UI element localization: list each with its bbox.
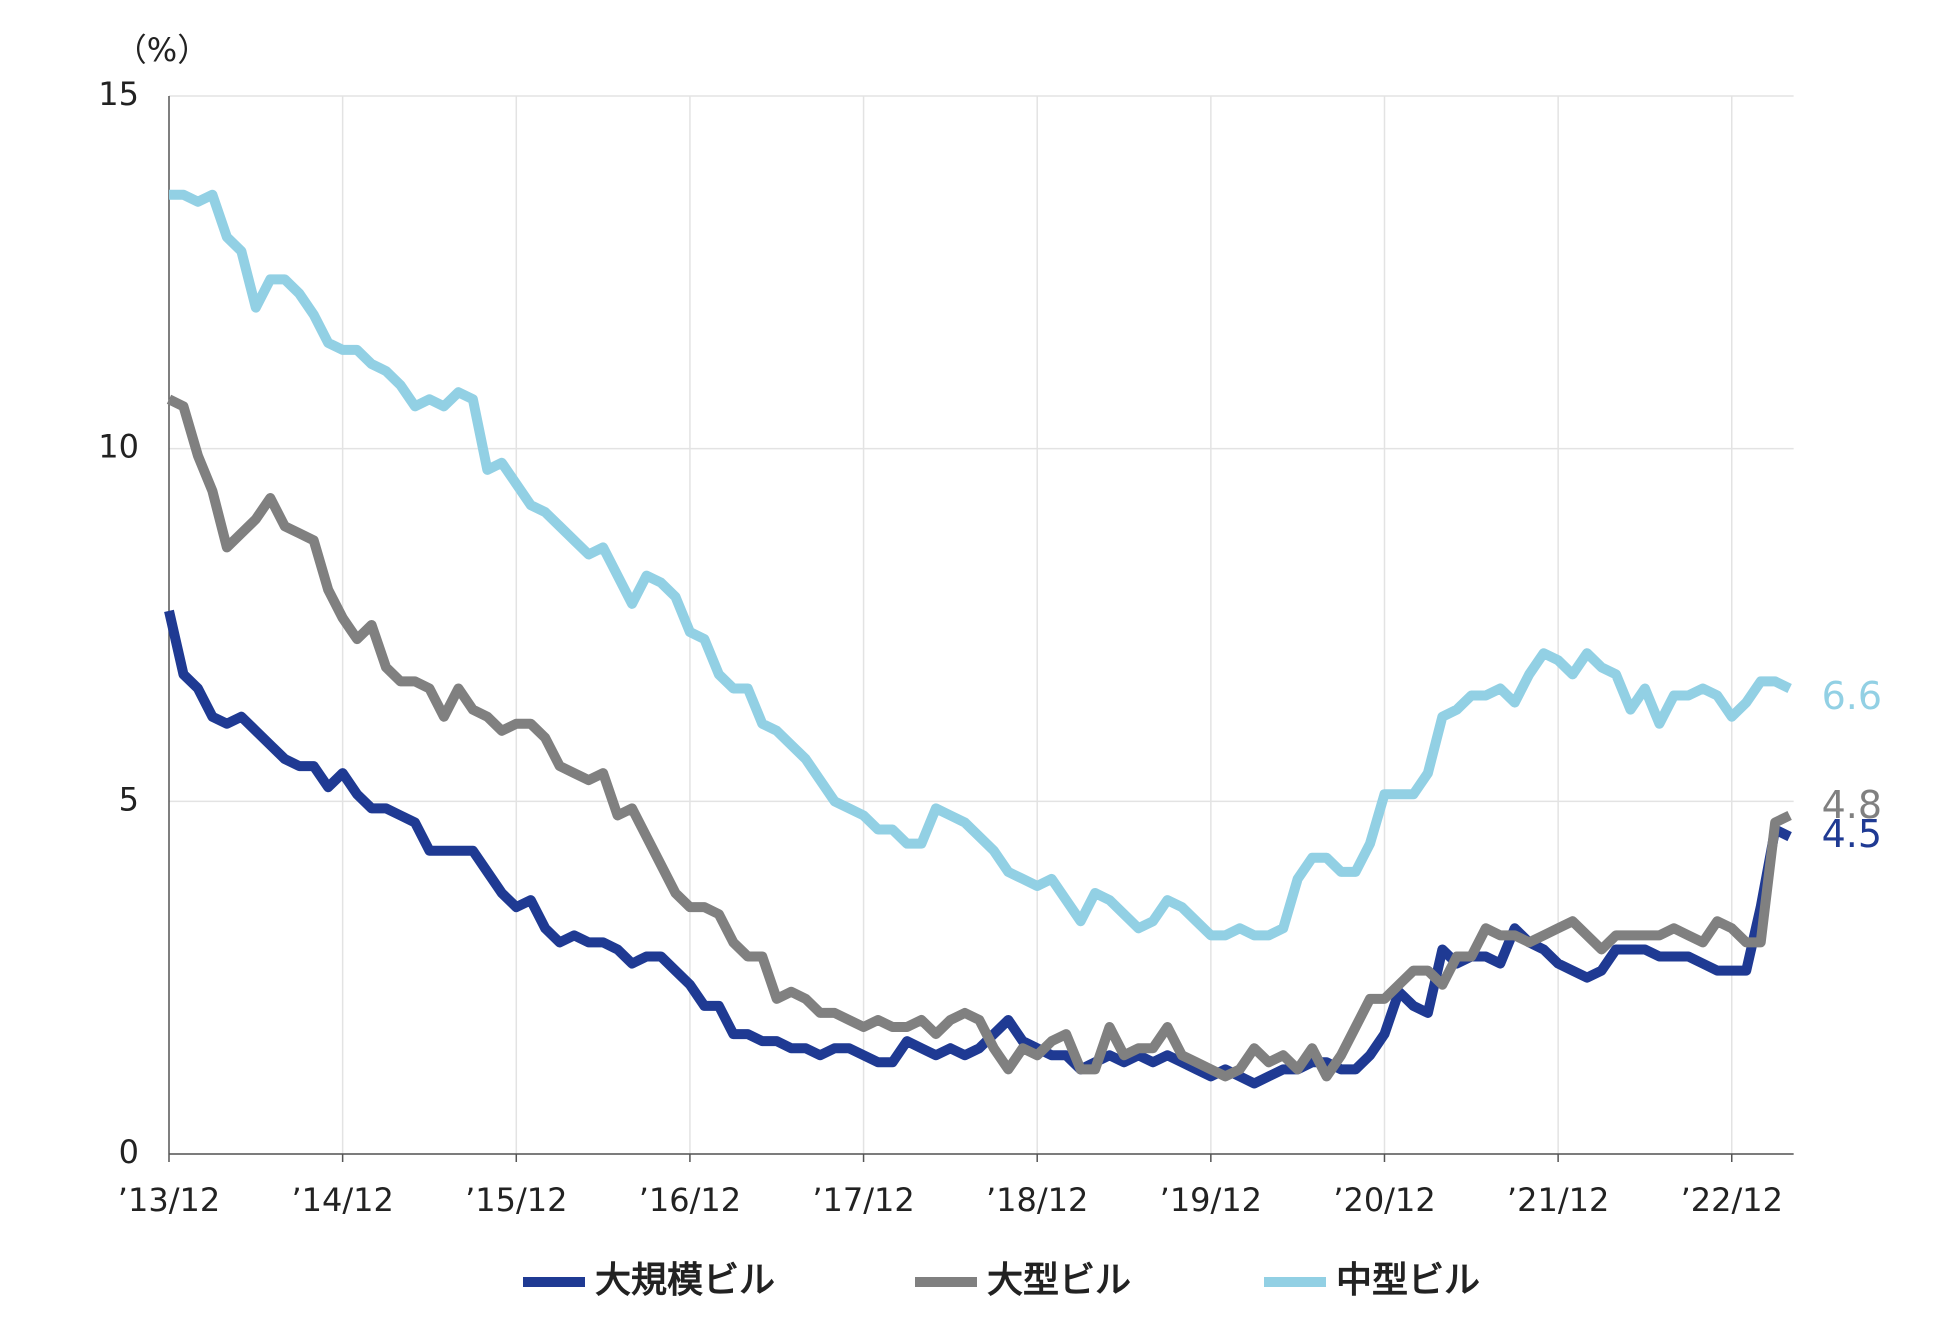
y-tick-label: 15 (98, 75, 139, 113)
x-tick-label: ’19/12 (1160, 1181, 1262, 1219)
y-tick-label: 10 (98, 428, 139, 466)
x-tick-label: ’16/12 (639, 1181, 741, 1219)
series-line (166, 394, 1792, 1082)
y-unit: （%） (115, 31, 209, 69)
y-tick-label: 5 (119, 780, 139, 818)
end-label: 6.6 (1822, 674, 1882, 718)
legend-label: 大規模ビル (595, 1260, 775, 1301)
x-tick-label: ’21/12 (1507, 1181, 1609, 1219)
x-tick-label: ’18/12 (986, 1181, 1088, 1219)
x-tick-label: ’20/12 (1333, 1181, 1435, 1219)
end-label: 4.8 (1822, 783, 1882, 827)
series-line (169, 189, 1792, 941)
x-tick-label: ’22/12 (1681, 1181, 1783, 1219)
x-tick-label: ’15/12 (465, 1181, 567, 1219)
x-tick-label: ’17/12 (812, 1181, 914, 1219)
y-tick-label: 0 (119, 1133, 139, 1171)
end-label: 4.5 (1822, 812, 1882, 856)
x-tick-label: ’14/12 (291, 1181, 393, 1219)
legend-label: 大型ビル (987, 1260, 1131, 1301)
x-tick-label: ’13/12 (118, 1181, 220, 1219)
legend-label: 中型ビル (1336, 1260, 1480, 1301)
